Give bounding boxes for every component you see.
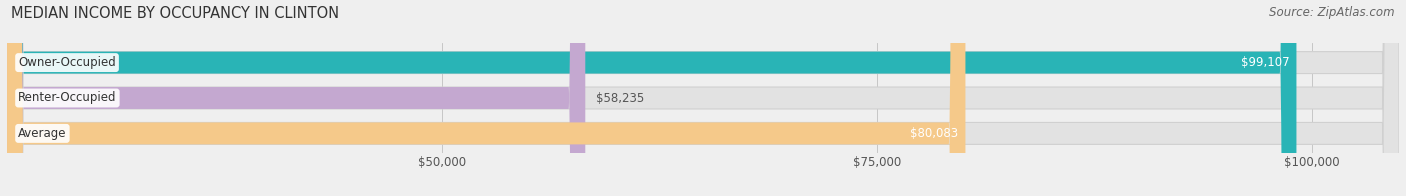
Text: $80,083: $80,083 (910, 127, 959, 140)
FancyBboxPatch shape (7, 0, 1399, 196)
FancyBboxPatch shape (7, 0, 1296, 196)
FancyBboxPatch shape (7, 0, 1399, 196)
Text: Renter-Occupied: Renter-Occupied (18, 92, 117, 104)
Text: $58,235: $58,235 (596, 92, 645, 104)
Text: Owner-Occupied: Owner-Occupied (18, 56, 115, 69)
Text: Source: ZipAtlas.com: Source: ZipAtlas.com (1270, 6, 1395, 19)
Text: MEDIAN INCOME BY OCCUPANCY IN CLINTON: MEDIAN INCOME BY OCCUPANCY IN CLINTON (11, 6, 339, 21)
Text: $99,107: $99,107 (1241, 56, 1289, 69)
Text: Average: Average (18, 127, 66, 140)
FancyBboxPatch shape (7, 0, 585, 196)
FancyBboxPatch shape (7, 0, 1399, 196)
FancyBboxPatch shape (7, 0, 966, 196)
